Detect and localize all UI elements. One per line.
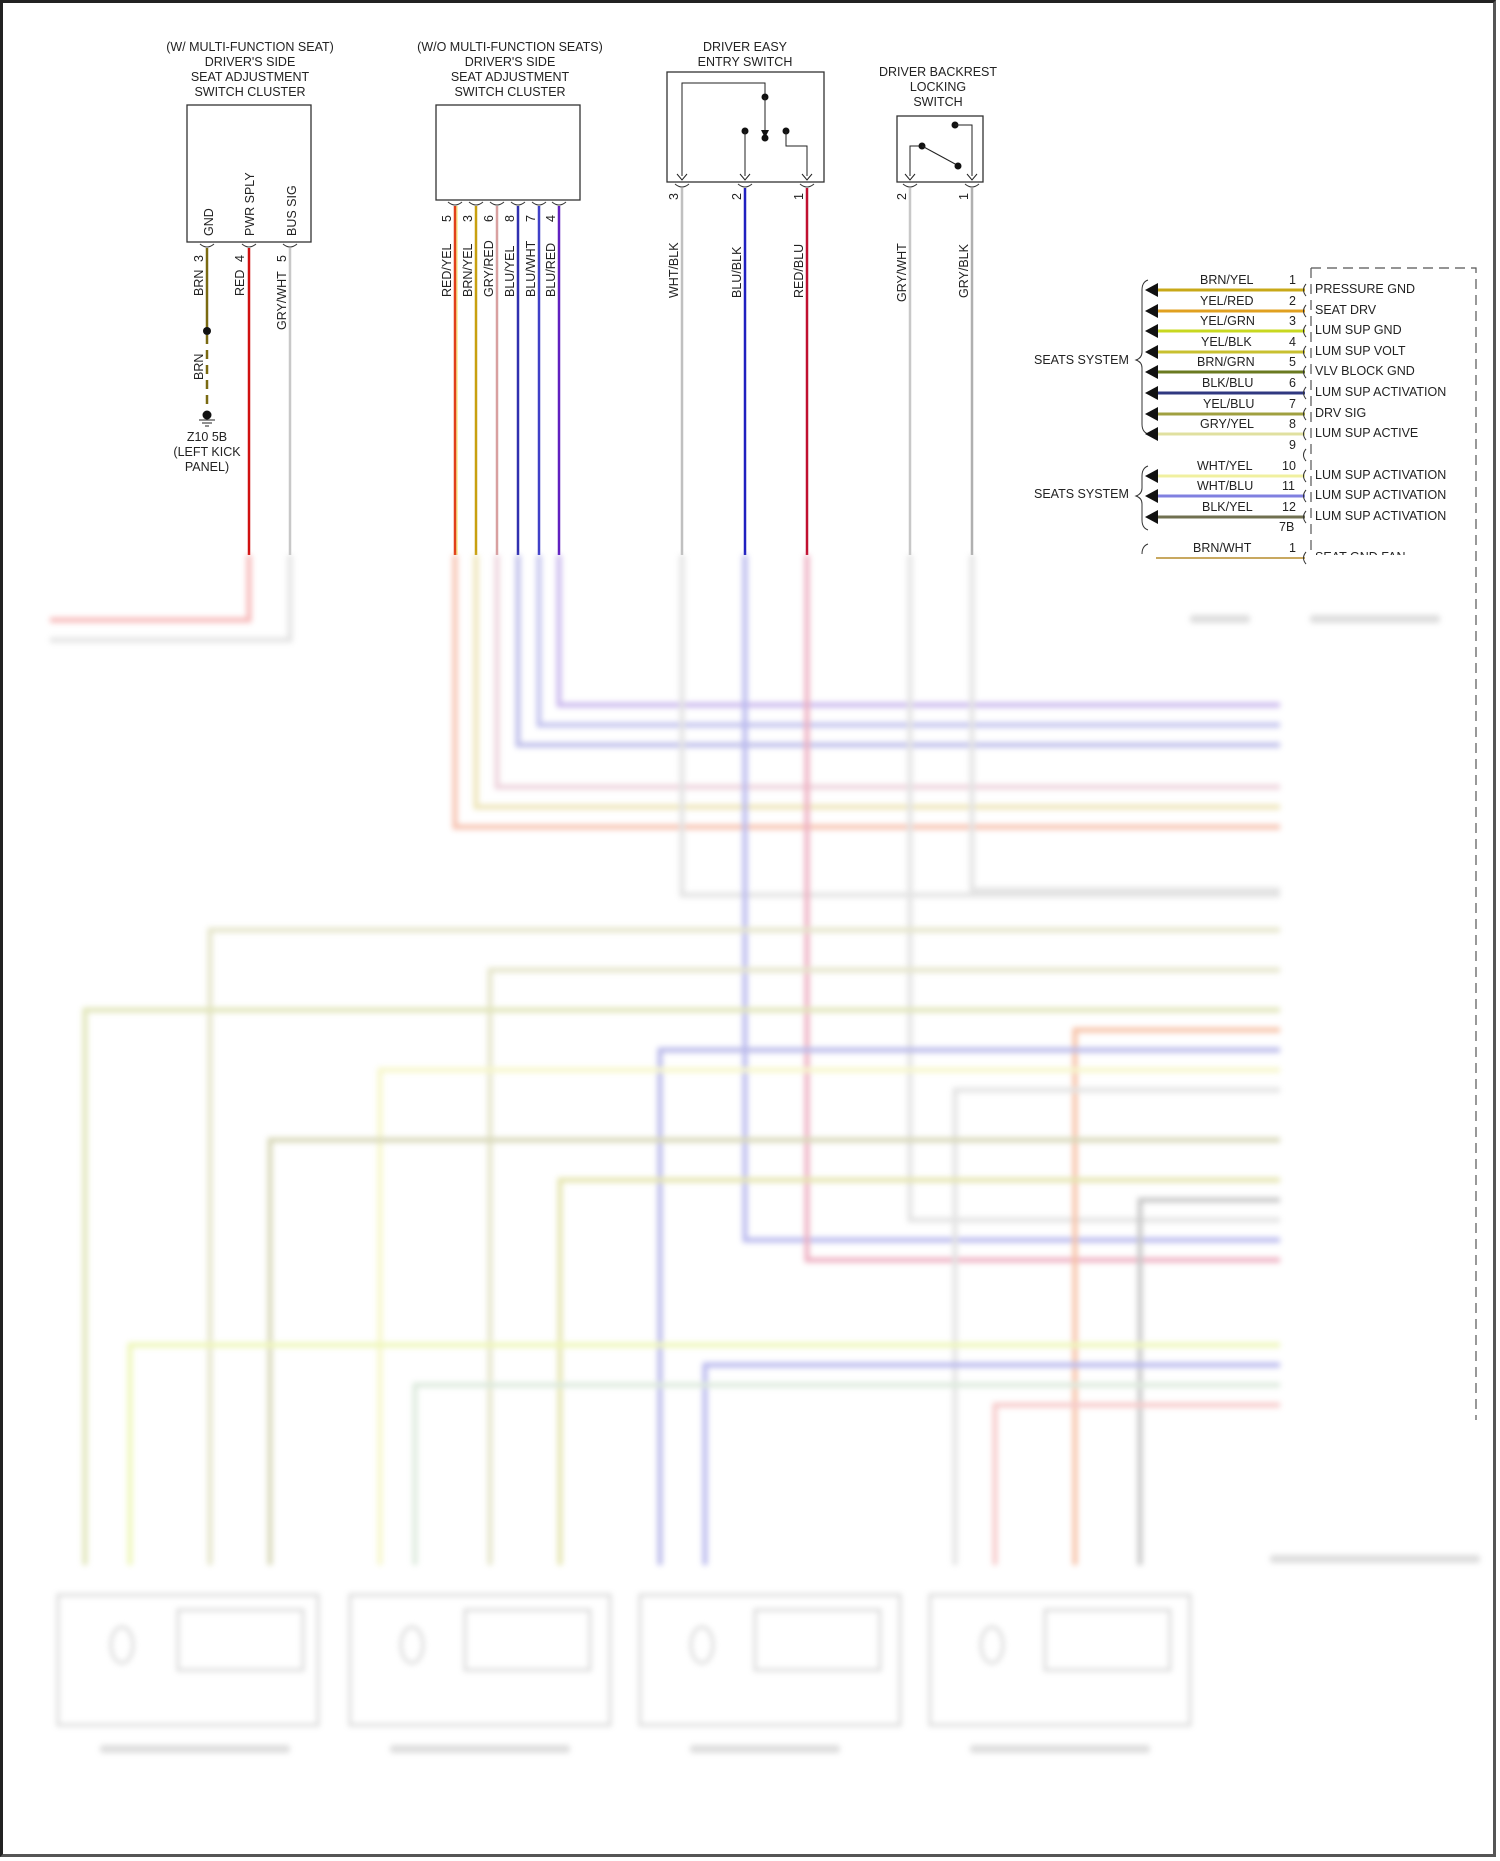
- pin-number: 3: [1289, 314, 1296, 328]
- pin-number: 1: [792, 193, 806, 200]
- pin-number: 5: [440, 215, 454, 222]
- pin-function-pwr-sply: PWR SPLY: [243, 172, 257, 236]
- blurred-text: [690, 1745, 840, 1753]
- switch-cluster-mfs-title: (W/ MULTI-FUNCTION SEAT) DRIVER'S SIDE S…: [166, 40, 334, 99]
- blurred-text: [1270, 1555, 1480, 1563]
- backrest-locking-switch-box: [896, 115, 984, 183]
- wire-label: RED/BLU: [792, 243, 806, 298]
- pin-function: LUM SUP ACTIVATION: [1315, 468, 1447, 482]
- pin-number: 8: [503, 215, 517, 222]
- pin-function: VLV BLOCK GND: [1315, 364, 1415, 378]
- ground-location-label: Z10 5B (LEFT KICK PANEL): [173, 430, 241, 474]
- wire-label: BRN: [192, 269, 206, 296]
- switch-cluster-no-mfs-title: (W/O MULTI-FUNCTION SEATS) DRIVER'S SIDE…: [417, 40, 603, 99]
- pin-number: 6: [482, 215, 496, 222]
- arrow-left-icons: [1145, 283, 1158, 524]
- pin-number: 2: [730, 193, 744, 200]
- wire-label: BRN/WHT: [1193, 541, 1252, 555]
- wire-label: BLK/BLU: [1202, 376, 1254, 390]
- wire-label: WHT/BLU: [1197, 479, 1254, 493]
- wire-label: GRY/YEL: [1200, 417, 1254, 431]
- wire-label: GRY/BLK: [957, 244, 971, 298]
- backrest-locking-switch-title: DRIVER BACKREST LOCKING SWITCH: [878, 65, 998, 109]
- wire-label: RED/YEL: [440, 243, 454, 298]
- connector-wires: [1156, 288, 1305, 559]
- pin-number: 2: [1289, 294, 1296, 308]
- pin-function: LUM SUP VOLT: [1315, 344, 1406, 358]
- blurred-text: [390, 1745, 570, 1753]
- group-label-seats-system: SEATS SYSTEM: [1034, 353, 1129, 367]
- wire-label: BRN/YEL: [461, 243, 475, 298]
- pin-number: 11: [1282, 479, 1295, 493]
- wire-label: BRN: [192, 353, 206, 380]
- pin-function-gnd: GND: [202, 208, 216, 236]
- pin-number: 6: [1289, 376, 1296, 390]
- wire-label: GRY/WHT: [275, 271, 289, 330]
- wire-label: BLU/BLK: [730, 246, 744, 298]
- pin-number: 4: [233, 255, 247, 262]
- pin-function: DRV SIG: [1315, 406, 1367, 420]
- pin-number: 3: [461, 215, 475, 222]
- pin-number: 9: [1289, 438, 1296, 452]
- switch-cluster-mfs-box: [186, 104, 312, 243]
- pin-function: LUM SUP ACTIVATION: [1315, 509, 1447, 523]
- pin-number: 5: [1289, 355, 1296, 369]
- blurred-lower-diagram: [0, 555, 1500, 1861]
- pin-number: 2: [895, 193, 909, 200]
- pin-number: 1: [1289, 273, 1296, 287]
- splice-icon: [203, 327, 211, 335]
- wire-label: BLU/WHT: [524, 240, 538, 297]
- pin-function: LUM SUP ACTIVATION: [1315, 488, 1447, 502]
- pin-function: LUM SUP GND: [1315, 323, 1402, 337]
- wire-label: GRY/WHT: [895, 243, 909, 302]
- pin-number: 12: [1282, 500, 1296, 514]
- blurred-text: [100, 1745, 290, 1753]
- blurred-text: [1190, 615, 1250, 623]
- group-label-seats-system: SEATS SYSTEM: [1034, 487, 1129, 501]
- wire-label: WHT/BLK: [667, 242, 681, 298]
- wire-label: RED: [233, 269, 247, 296]
- wire-label: YEL/BLK: [1201, 335, 1252, 349]
- wire-label: YEL/BLU: [1203, 397, 1255, 411]
- pin-function: SEAT DRV: [1315, 303, 1377, 317]
- ground-point-icon: [202, 410, 212, 420]
- wire-label: BLK/YEL: [1202, 500, 1253, 514]
- pin-number: 10: [1282, 459, 1296, 473]
- wire-label: GRY/RED: [482, 240, 496, 297]
- pin-number: 1: [1289, 541, 1296, 555]
- pin-number: 7: [524, 215, 538, 222]
- wire-label: BRN/GRN: [1197, 355, 1255, 369]
- wire-label: YEL/RED: [1200, 294, 1254, 308]
- pin-number: 8: [1289, 417, 1296, 431]
- pin-number: 3: [192, 255, 206, 262]
- wire-label: WHT/YEL: [1197, 459, 1253, 473]
- switch-cluster-no-mfs-box: [435, 104, 581, 201]
- pin-function: LUM SUP ACTIVE: [1315, 426, 1419, 440]
- pin-number: 4: [1289, 335, 1296, 349]
- control-module-outline: [1311, 267, 1477, 1420]
- pin-function-bus-sig: BUS SIG: [285, 185, 299, 236]
- pin-number: 3: [667, 193, 681, 200]
- wire-label: BLU/RED: [544, 242, 558, 297]
- pin-function: SEAT GND FAN: [1315, 550, 1406, 555]
- easy-entry-switch-box: [666, 71, 825, 183]
- pin-number: 7: [1289, 397, 1296, 411]
- easy-entry-switch-title: DRIVER EASY ENTRY SWITCH: [697, 40, 793, 69]
- wire-label: BRN/YEL: [1200, 273, 1254, 287]
- pin-number: 5: [275, 255, 289, 262]
- pin-number: 1: [957, 193, 971, 200]
- pin-function: PRESSURE GND: [1315, 282, 1416, 296]
- wire-label: YEL/GRN: [1200, 314, 1255, 328]
- pin-number: 4: [544, 215, 558, 222]
- blurred-text: [1310, 615, 1440, 623]
- blurred-text: [970, 1745, 1150, 1753]
- wire-label: BLU/YEL: [503, 245, 517, 297]
- pin-function: LUM SUP ACTIVATION: [1315, 385, 1447, 399]
- connector-id: 7B: [1279, 520, 1295, 534]
